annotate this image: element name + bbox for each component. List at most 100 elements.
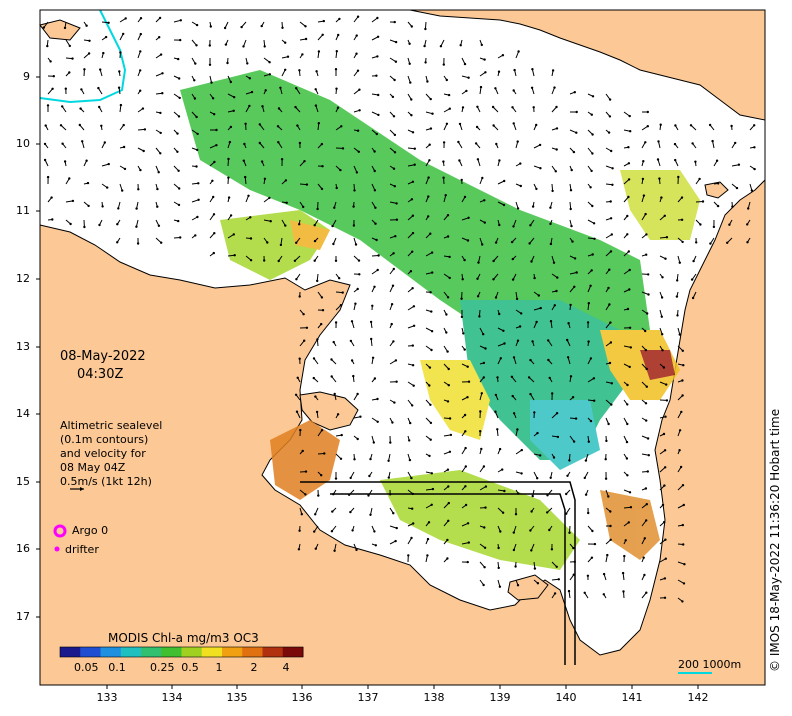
velocity-arrow-head <box>99 68 102 71</box>
velocity-arrow-head <box>431 487 435 491</box>
land-layer <box>39 9 766 686</box>
velocity-arrow-head <box>513 68 516 72</box>
velocity-arrow-head <box>645 233 648 236</box>
velocity-arrow-head <box>549 206 552 209</box>
velocity-arrow-head <box>644 141 647 144</box>
velocity-arrow-head <box>431 112 434 115</box>
velocity-arrow-head <box>335 50 338 53</box>
velocity-arrow-head <box>498 312 501 316</box>
velocity-arrow-head <box>591 133 594 136</box>
velocity-arrow-head <box>312 357 316 360</box>
velocity-arrow-head <box>410 476 413 480</box>
velocity-arrow-head <box>461 278 464 281</box>
velocity-arrow-head <box>530 260 533 263</box>
velocity-arrow-head <box>623 554 626 558</box>
velocity-arrow-head <box>224 43 228 46</box>
velocity-arrow-head <box>663 214 666 217</box>
velocity-arrow-head <box>446 557 449 560</box>
velocity-arrow-head <box>314 395 317 398</box>
velocity-arrow-head <box>302 313 305 316</box>
velocity-arrow-head <box>331 510 334 513</box>
velocity-arrow-head <box>681 379 684 382</box>
colorbar-segment <box>161 647 182 657</box>
velocity-arrow-head <box>512 531 515 534</box>
velocity-arrow-head <box>463 195 467 199</box>
velocity-arrow-head <box>139 69 142 72</box>
velocity-arrow-head <box>304 470 308 473</box>
velocity-arrow-head <box>678 333 681 336</box>
velocity-arrow-head <box>139 89 142 92</box>
velocity-arrow-head <box>533 411 536 414</box>
velocity-arrow-head <box>494 296 498 299</box>
velocity-arrow-head <box>449 433 453 437</box>
velocity-arrow-head <box>476 295 480 298</box>
timestamp-date: 08-May-2022 <box>60 349 146 364</box>
velocity-arrow-head <box>645 419 648 422</box>
velocity-arrow-head <box>300 513 303 516</box>
velocity-arrow-head <box>627 250 630 253</box>
velocity-arrow-head <box>244 122 247 126</box>
colorbar-segment <box>141 647 162 657</box>
velocity-arrow-head <box>551 69 555 72</box>
velocity-arrow-head <box>663 596 667 599</box>
velocity-arrow-head <box>446 400 450 403</box>
velocity-arrow-head <box>83 68 86 71</box>
velocity-arrow-head <box>584 459 588 462</box>
velocity-arrow-head <box>64 87 68 90</box>
velocity-arrow-head <box>412 384 415 387</box>
velocity-arrow-head <box>658 177 661 180</box>
info-line: and velocity for <box>60 447 146 460</box>
velocity-arrow-head <box>159 131 162 135</box>
velocity-arrow-head <box>352 205 355 208</box>
velocity-arrow-head <box>644 329 647 333</box>
velocity-arrow-head <box>411 250 414 253</box>
velocity-arrow-head <box>661 333 664 336</box>
velocity-arrow-head <box>428 143 431 146</box>
velocity-arrow-head <box>258 141 261 145</box>
velocity-arrow-head <box>546 511 549 514</box>
velocity-arrow-head <box>442 141 446 144</box>
velocity-arrow-head <box>590 556 594 559</box>
velocity-arrow-head <box>410 25 413 28</box>
velocity-arrow-head <box>735 186 739 190</box>
velocity-arrow-head <box>646 312 649 315</box>
velocity-arrow-head <box>304 25 307 28</box>
velocity-arrow-head <box>313 530 316 533</box>
velocity-arrow-head <box>627 178 631 181</box>
velocity-arrow-head <box>248 77 251 80</box>
velocity-arrow-head <box>123 167 127 171</box>
velocity-arrow-head <box>609 250 613 253</box>
velocity-arrow-head <box>690 278 694 281</box>
velocity-arrow-head <box>627 195 630 199</box>
velocity-arrow-head <box>139 17 143 20</box>
velocity-arrow-head <box>334 68 338 71</box>
colorbar-title: MODIS Chl-a mg/m3 OC3 <box>108 631 259 645</box>
velocity-arrow-head <box>313 259 316 262</box>
velocity-arrow-head <box>661 503 665 507</box>
velocity-arrow-head <box>497 70 501 73</box>
velocity-arrow-head <box>492 124 495 127</box>
velocity-arrow-head <box>572 573 575 576</box>
velocity-arrow-head <box>566 474 569 477</box>
velocity-arrow-head <box>663 449 667 452</box>
velocity-arrow-head <box>458 159 461 162</box>
velocity-arrow-head <box>411 492 414 496</box>
velocity-arrow-head <box>258 123 261 126</box>
velocity-arrow-head <box>229 80 232 84</box>
velocity-arrows <box>42 15 756 603</box>
velocity-arrow-head <box>196 148 199 152</box>
velocity-arrow-head <box>663 484 666 487</box>
velocity-arrow-head <box>715 159 719 162</box>
velocity-arrow-head <box>195 23 199 27</box>
velocity-arrow-head <box>529 392 532 396</box>
drifter-track <box>300 481 576 665</box>
velocity-arrow-head <box>79 107 82 110</box>
velocity-arrow-head <box>547 358 550 362</box>
velocity-arrow-head <box>606 553 609 557</box>
velocity-arrow-head <box>492 259 495 263</box>
velocity-arrow-head <box>496 376 499 379</box>
velocity-arrow-head <box>71 57 74 60</box>
velocity-arrow-head <box>44 124 47 127</box>
velocity-arrow-head <box>315 410 319 414</box>
velocity-arrow-head <box>303 160 306 163</box>
